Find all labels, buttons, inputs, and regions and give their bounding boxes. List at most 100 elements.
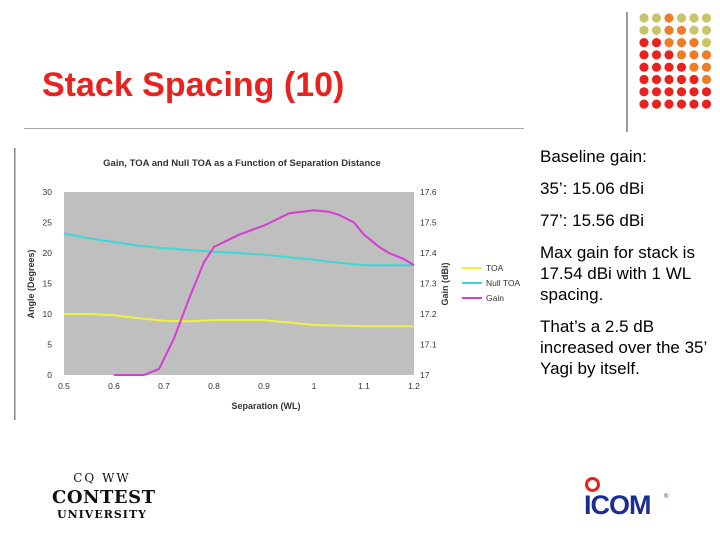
contest-university-logo: CQ WW CONTEST UNIVERSITY [52,468,156,522]
decorative-dot [701,25,712,35]
decorative-dot [676,74,687,85]
decorative-dot [689,25,699,35]
y-axis-left-title: Angle (Degrees) [26,249,36,318]
decorative-dot [639,50,649,60]
series-line-gain [114,209,415,376]
series-line-toa [64,313,414,328]
vertical-divider [626,12,628,132]
decorative-dot [689,13,699,23]
decorative-dot [676,50,687,60]
decorative-dot [651,62,662,72]
y-right-tick-label: 17.2 [420,309,437,319]
decorative-dot [676,13,687,23]
icom-logo: ICOM ® [584,476,670,522]
decorative-dot [701,87,712,97]
y-left-tick-label: 15 [43,279,53,289]
logo-university-text: UNIVERSITY [57,508,147,521]
decorative-dot [701,74,712,85]
y-right-tick-label: 17.3 [420,279,437,289]
decorative-dot [701,13,712,23]
legend: TOA Null TOA Gain [462,263,521,303]
decorative-dot [689,50,699,60]
decorative-dot [689,62,699,72]
decorative-dot-grid [639,13,712,109]
logo-contest-text: CONTEST [52,487,156,508]
decorative-dot [701,99,712,109]
icom-logo-text: ICOM [584,490,651,520]
x-axis-title: Separation (WL) [232,401,301,411]
decorative-dot [639,38,649,48]
bullet-item: That’s a 2.5 dB increased over the 35’ Y… [540,317,707,378]
decorative-dot [651,99,662,109]
decorative-dot [651,50,662,60]
decorative-dot [676,99,687,109]
series-line-null-toa [63,232,414,267]
x-tick-label: 0.7 [158,381,170,391]
decorative-dot [664,87,674,97]
y-left-tick-label: 0 [47,370,52,380]
x-tick-label: 0.6 [108,381,120,391]
y-left-tick-label: 30 [43,187,53,197]
x-tick-label: 0.9 [258,381,270,391]
decorative-dot [701,50,712,60]
decorative-dot [651,13,662,23]
legend-label: Gain [486,293,504,303]
decorative-dot [651,25,662,35]
chart-title: Gain, TOA and Null TOA as a Function of … [103,158,381,169]
y-right-tick-label: 17.6 [420,187,437,197]
y-right-tick-label: 17.4 [420,248,437,258]
decorative-dot [664,74,674,85]
decorative-dot [676,62,687,72]
chart: Gain, TOA and Null TOA as a Function of … [14,148,528,420]
x-tick-label: 1.2 [408,381,420,391]
y-left-tick-label: 25 [43,218,53,228]
x-tick-label: 0.8 [208,381,220,391]
cq-ww-logo-mark: CQ WW [73,471,131,485]
decorative-dot [664,50,674,60]
decorative-dot [639,13,649,23]
decorative-dot [689,99,699,109]
decorative-dot [676,38,687,48]
plot-layer: 0.5 0.6 0.7 0.8 0.9 1 1.1 1.2 0 5 10 15 20 25 30 17 17.1… [43,187,437,391]
decorative-dot [664,38,674,48]
decorative-dot [664,13,674,23]
bullet-item: 35’: 15.06 dBi [540,179,644,198]
decorative-dot [639,25,649,35]
legend-label: Null TOA [486,278,521,288]
trademark-icon: ® [664,494,669,500]
decorative-dot [676,25,687,35]
decorative-dot [664,99,674,109]
decorative-dot [651,87,662,97]
y-left-tick-label: 20 [43,248,53,258]
bullet-item: 77’: 15.56 dBi [540,211,644,230]
y-left-tick-label: 10 [43,309,53,319]
x-tick-label: 1.1 [358,381,370,391]
legend-label: TOA [486,263,504,273]
chart-border [14,148,16,420]
decorative-dot [689,87,699,97]
x-tick-label: 0.5 [58,381,70,391]
x-tick-label: 1 [312,381,317,391]
bullet-list: Baseline gain: 35’: 15.06 dBi 77’: 15.56… [540,146,712,390]
decorative-dot [639,74,649,85]
decorative-dot [701,62,712,72]
bullet-item: Max gain for stack is 17.54 dBi with 1 W… [540,243,695,304]
decorative-dot [689,38,699,48]
decorative-dot [639,99,649,109]
decorative-dot [701,38,712,48]
y-right-tick-label: 17 [420,370,430,380]
icom-ring-icon [585,477,600,492]
decorative-dot [639,62,649,72]
decorative-dot [651,38,662,48]
decorative-dot [664,25,674,35]
decorative-dot [664,62,674,72]
y-left-tick-label: 5 [47,340,52,350]
horizontal-divider [24,128,524,129]
decorative-dot [689,74,699,85]
decorative-dot [651,74,662,85]
y-right-tick-label: 17.1 [420,340,437,350]
y-right-tick-label: 17.5 [420,218,437,228]
decorative-dot [676,87,687,97]
slide-title: Stack Spacing (10) [42,66,345,104]
y-axis-right-title: Gain (dBi) [440,263,450,306]
